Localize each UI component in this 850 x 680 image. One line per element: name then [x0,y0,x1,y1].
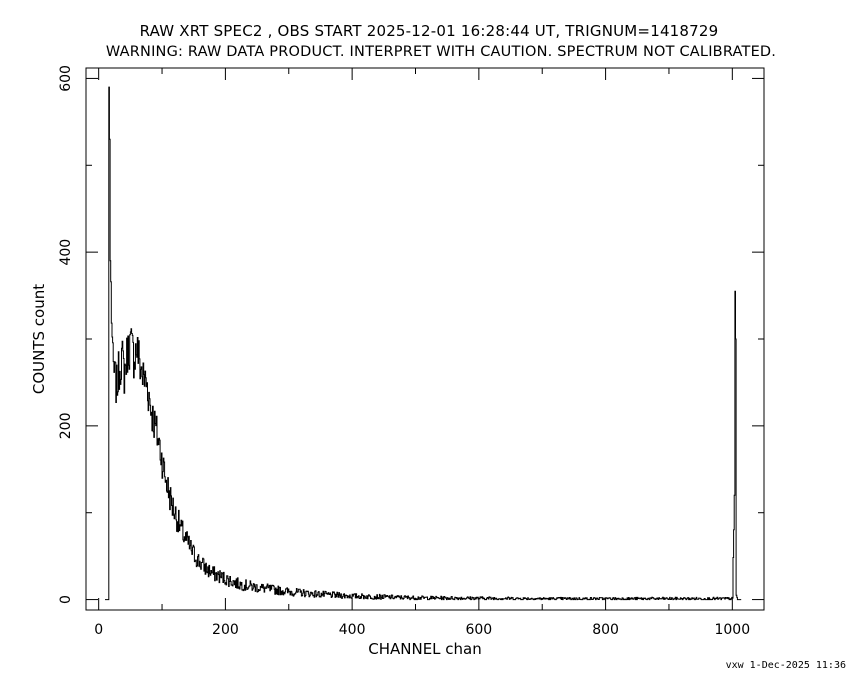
chart-subtitle-warning: WARNING: RAW DATA PRODUCT. INTERPRET WIT… [105,44,777,60]
x-tick-label: 1000 [714,622,750,638]
footer-timestamp: vxw 1-Dec-2025 11:36 [725,660,846,671]
tick-labels: 0 200 400 600 800 1000 0 200 400 600 [58,65,750,638]
y-axis-label: COUNTS count [30,284,48,394]
x-tick-label: 400 [339,622,366,638]
y-tick-label: 0 [58,595,74,604]
x-axis-label: CHANNEL chan [368,640,482,658]
x-tick-label: 0 [94,622,103,638]
spectrum-series-line [105,86,742,601]
x-tick-label: 600 [465,622,492,638]
axis-ticks [86,68,764,610]
x-tick-label: 200 [212,622,239,638]
x-tick-label: 800 [592,622,619,638]
chart-title: RAW XRT SPEC2 , OBS START 2025-12-01 16:… [139,22,719,40]
y-tick-label: 400 [58,239,74,266]
y-tick-label: 200 [58,412,74,439]
plot-frame [85,67,765,611]
y-tick-label: 600 [58,65,74,92]
